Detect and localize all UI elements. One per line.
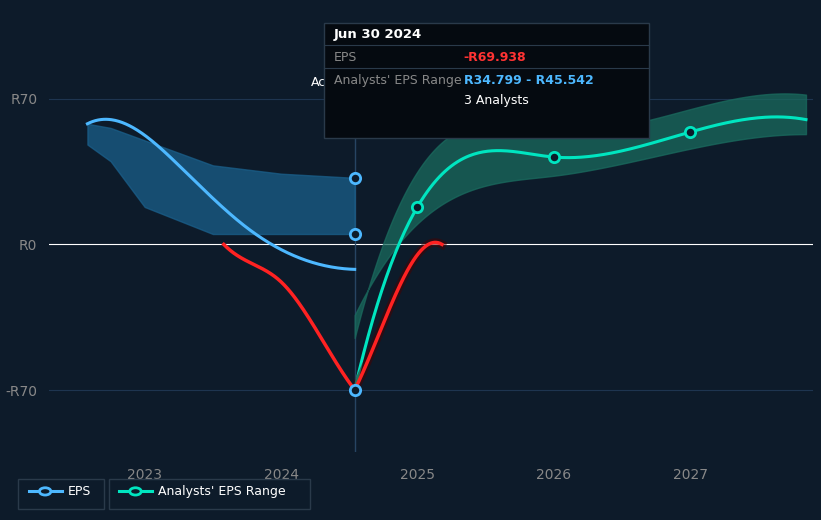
Text: -R69.938: -R69.938 [464, 51, 526, 64]
Text: 3 Analysts: 3 Analysts [464, 94, 529, 107]
Point [410, 203, 424, 211]
Point [348, 174, 361, 182]
Text: Actual: Actual [311, 75, 351, 88]
Text: EPS: EPS [334, 51, 357, 64]
Text: Analysts Forecasts: Analysts Forecasts [359, 75, 475, 88]
Point [547, 153, 560, 161]
Text: Analysts' EPS Range: Analysts' EPS Range [158, 485, 285, 498]
Point [348, 386, 361, 394]
Text: EPS: EPS [67, 485, 90, 498]
Text: R34.799 - R45.542: R34.799 - R45.542 [464, 74, 594, 87]
Point [348, 230, 361, 238]
Text: Jun 30 2024: Jun 30 2024 [334, 28, 422, 41]
Point [684, 128, 697, 136]
Text: Analysts' EPS Range: Analysts' EPS Range [334, 74, 461, 87]
